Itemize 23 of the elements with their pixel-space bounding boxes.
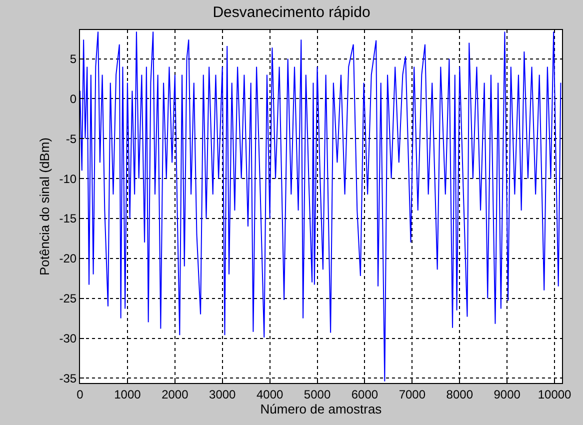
line-series (80, 31, 562, 382)
x-tick-label: 5000 (304, 387, 331, 402)
y-tick-label: -10 (59, 172, 77, 186)
y-tick-label: 0 (70, 92, 77, 106)
x-axis-title: Número de amostras (260, 401, 382, 416)
x-tick-label: 6000 (351, 387, 378, 402)
y-tick-label: -15 (59, 212, 77, 226)
y-tick-label: -25 (59, 292, 77, 306)
y-tick-label: -5 (66, 132, 77, 146)
y-tick-label: 5 (70, 52, 77, 66)
x-tick-label: 8000 (446, 387, 474, 402)
x-tick-label: 9000 (494, 387, 521, 402)
y-axis-title: Potência do sinal (dBm) (37, 137, 52, 276)
y-tick-label: -30 (59, 331, 77, 346)
y-tick-label: -20 (59, 252, 77, 266)
chart-title: Desvanecimento rápido (212, 4, 370, 21)
x-tick-label: 7000 (398, 387, 426, 402)
x-tick-label: 4000 (256, 387, 284, 402)
x-tick-label: 1000 (114, 387, 142, 402)
y-tick-label: -35 (59, 371, 77, 386)
x-tick-label: 10000 (538, 387, 572, 402)
x-tick-label: 3000 (209, 387, 236, 402)
x-tick-label: 2000 (162, 387, 189, 402)
